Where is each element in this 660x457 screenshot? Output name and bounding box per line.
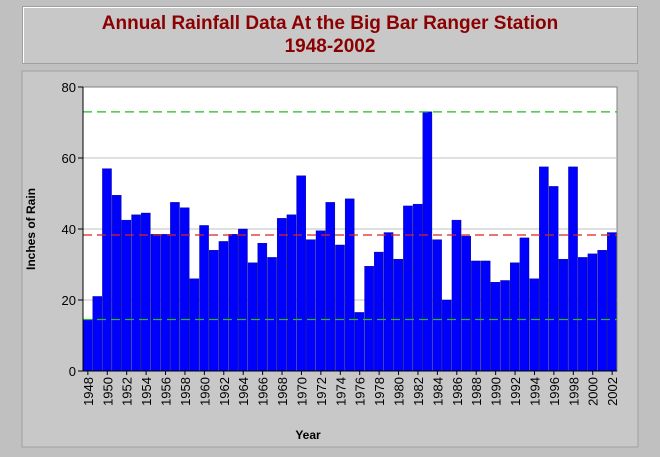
x-tick-label: 1968 <box>275 377 290 406</box>
bar-1978 <box>374 251 384 372</box>
bar-1972 <box>315 230 326 372</box>
y-axis-label: Inches of Rain <box>24 188 38 270</box>
bar-1969 <box>286 214 297 372</box>
x-tick-label: 1976 <box>353 377 368 406</box>
bar-1956 <box>160 234 170 372</box>
bar-1963 <box>228 234 238 372</box>
bar-2000 <box>587 253 598 372</box>
x-tick-label: 1984 <box>430 377 445 406</box>
x-tick-label: 1986 <box>450 377 465 406</box>
x-tick-label: 1964 <box>236 377 251 406</box>
bar-1994 <box>529 278 539 372</box>
bar-1997 <box>558 258 569 372</box>
bar-1964 <box>238 228 248 372</box>
x-tick-label: 1988 <box>469 377 484 406</box>
x-tick-label: 1982 <box>411 377 426 406</box>
bar-1955 <box>150 234 161 372</box>
x-tick-label: 1974 <box>333 377 348 406</box>
bar-1948 <box>82 319 93 372</box>
bar-1968 <box>276 218 287 372</box>
bar-1993 <box>519 237 530 372</box>
bar-1998 <box>568 166 578 372</box>
bar-1958 <box>179 207 190 372</box>
bar-1952 <box>121 219 132 372</box>
y-tick-label: 40 <box>62 222 76 237</box>
bar-1983 <box>422 111 433 372</box>
chart-title-box: Annual Rainfall Data At the Big Bar Rang… <box>22 6 638 64</box>
bar-1953 <box>131 214 141 372</box>
bars <box>82 111 617 372</box>
bar-1999 <box>577 257 588 372</box>
x-tick-label: 1996 <box>547 377 562 406</box>
y-tick-label: 20 <box>62 293 76 308</box>
x-tick-label: 1970 <box>294 377 309 406</box>
y-tick-label: 60 <box>62 151 76 166</box>
bar-1975 <box>344 198 355 372</box>
bar-1988 <box>471 260 481 372</box>
y-tick-label: 80 <box>62 80 76 95</box>
chart-title: Annual Rainfall Data At the Big Bar Rang… <box>101 13 559 34</box>
bar-1985 <box>442 299 452 372</box>
bar-1973 <box>325 202 336 372</box>
x-tick-label: 2002 <box>605 377 620 406</box>
bar-1995 <box>539 166 549 372</box>
x-tick-label: 1980 <box>392 377 407 406</box>
bar-1960 <box>199 225 209 372</box>
bar-1970 <box>296 175 306 372</box>
bar-1984 <box>432 239 442 372</box>
x-tick-label: 1966 <box>256 377 271 406</box>
bar-1974 <box>335 244 345 372</box>
x-tick-label: 1992 <box>508 377 523 406</box>
x-axis: 1948 1950 1952 1954 1956 1958 1960 1962 1964 1966… <box>81 370 620 406</box>
bar-1980 <box>393 258 404 372</box>
y-axis: 0 20 40 60 80 <box>62 80 84 379</box>
bar-1987 <box>461 235 471 372</box>
bar-1959 <box>189 278 200 372</box>
x-tick-label: 1948 <box>81 377 96 406</box>
bar-2002 <box>607 232 617 372</box>
bar-1977 <box>364 266 374 372</box>
bar-1949 <box>92 296 103 372</box>
y-tick-label: 0 <box>69 364 76 379</box>
bar-1981 <box>403 205 413 372</box>
x-tick-label: 1990 <box>489 377 504 406</box>
bar-1962 <box>218 241 229 372</box>
x-tick-label: 1978 <box>372 377 387 406</box>
bar-1992 <box>510 262 520 372</box>
bar-1967 <box>267 257 277 372</box>
x-tick-label: 1994 <box>527 377 542 406</box>
x-tick-label: 1958 <box>178 377 193 406</box>
x-tick-label: 1950 <box>100 377 115 406</box>
bar-1954 <box>141 212 151 372</box>
bar-1996 <box>548 186 559 372</box>
x-tick-label: 1952 <box>120 377 135 406</box>
bar-1990 <box>490 282 501 372</box>
x-tick-label: 1956 <box>159 377 174 406</box>
x-tick-label: 2000 <box>586 377 601 406</box>
x-tick-label: 1962 <box>217 377 232 406</box>
bar-1966 <box>257 242 268 372</box>
x-axis-label: Year <box>295 428 321 442</box>
bar-2001 <box>597 250 607 372</box>
bar-1957 <box>170 202 180 372</box>
reference-lines <box>83 111 617 321</box>
bar-1989 <box>480 260 491 372</box>
x-tick-label: 1998 <box>566 377 581 406</box>
bar-1986 <box>451 219 462 372</box>
bar-1979 <box>383 232 394 372</box>
bar-1976 <box>354 312 365 372</box>
chart-subtitle: 1948-2002 <box>284 36 376 57</box>
bar-1991 <box>500 280 510 372</box>
x-tick-label: 1960 <box>197 377 212 406</box>
bar-1950 <box>102 168 112 372</box>
bar-1965 <box>247 262 258 372</box>
bar-1982 <box>412 203 423 372</box>
x-tick-label: 1954 <box>139 377 154 406</box>
x-tick-label: 1972 <box>314 377 329 406</box>
bar-1961 <box>209 250 219 372</box>
bar-1951 <box>111 195 122 372</box>
bar-1971 <box>306 239 316 372</box>
